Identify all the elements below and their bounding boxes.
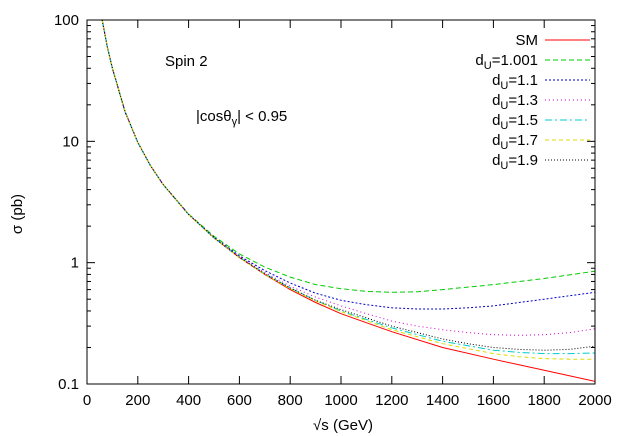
legend-label-main: d (492, 152, 500, 169)
x-tick-label: 0 (83, 392, 91, 409)
legend-label-main: d (492, 72, 500, 89)
legend-label-main: d (492, 92, 500, 109)
legend-label-4: dU=1.5 (492, 112, 538, 132)
axis-ticks: 0 200 400 600 800 1000 1200 1400 1600 1800 2000 0.1… (54, 12, 612, 409)
legend-label-sub: U (484, 60, 492, 72)
plot-frame (86, 19, 596, 385)
legend-label-value: =1.9 (508, 152, 538, 169)
y-tick-label: 1 (71, 255, 79, 272)
series-line-4 (101, 20, 595, 355)
legend-label-3: dU=1.3 (492, 92, 538, 112)
annotation-cut-sub: γ (232, 116, 238, 128)
legend-label-value: =1.1 (508, 72, 538, 89)
legend-label-sub: U (500, 100, 508, 112)
x-tick-label: 1800 (528, 392, 561, 409)
legend-label-2: dU=1.1 (492, 72, 538, 92)
x-tick-label: 1000 (324, 392, 357, 409)
legend-label-5: dU=1.7 (492, 132, 538, 152)
x-tick-label: 2000 (578, 392, 611, 409)
legend-label-0: SM (516, 32, 539, 49)
legend-label-1: dU=1.001 (475, 52, 538, 72)
annotation-cut: |cosθγ| < 0.95 (196, 108, 287, 128)
legend-label-main: SM (516, 32, 539, 49)
legend-label-6: dU=1.9 (492, 152, 538, 172)
series-line-2 (101, 20, 595, 310)
x-tick-label: 200 (125, 392, 150, 409)
y-tick-label: 10 (62, 133, 79, 150)
legend-label-main: d (492, 132, 500, 149)
x-tick-label: 1400 (426, 392, 459, 409)
x-tick-label: 1600 (477, 392, 510, 409)
x-axis-label: √s (GeV) (313, 417, 373, 434)
legend-label-value: =1.001 (492, 52, 538, 69)
legend-label-main: d (492, 112, 500, 129)
series-lines (101, 20, 595, 382)
legend-label-sub: U (500, 160, 508, 172)
y-tick-label: 0.1 (58, 376, 79, 393)
legend-label-value: =1.7 (508, 132, 538, 149)
series-line-6 (101, 20, 595, 351)
x-tick-label: 600 (227, 392, 252, 409)
legend-label-sub: U (500, 80, 508, 92)
legend-label-sub: U (500, 140, 508, 152)
y-axis-label: σ (pb) (9, 194, 26, 234)
y-tick-label: 100 (54, 12, 79, 29)
legend-label-value: =1.3 (508, 92, 538, 109)
legend-label-main: d (475, 52, 483, 69)
series-line-5 (101, 20, 595, 360)
x-tick-label: 800 (278, 392, 303, 409)
legend-label-value: =1.5 (508, 112, 538, 129)
x-tick-label: 400 (176, 392, 201, 409)
annotation-cut-suffix: | < 0.95 (237, 108, 287, 125)
x-tick-label: 1200 (375, 392, 408, 409)
annotation-spin: Spin 2 (165, 53, 208, 70)
annotation-cut-prefix: |cosθ (196, 108, 232, 125)
legend-label-sub: U (500, 120, 508, 132)
